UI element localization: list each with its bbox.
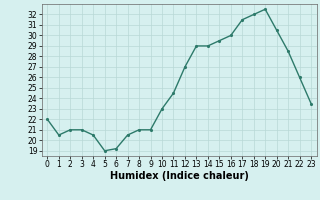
X-axis label: Humidex (Indice chaleur): Humidex (Indice chaleur) bbox=[110, 171, 249, 181]
